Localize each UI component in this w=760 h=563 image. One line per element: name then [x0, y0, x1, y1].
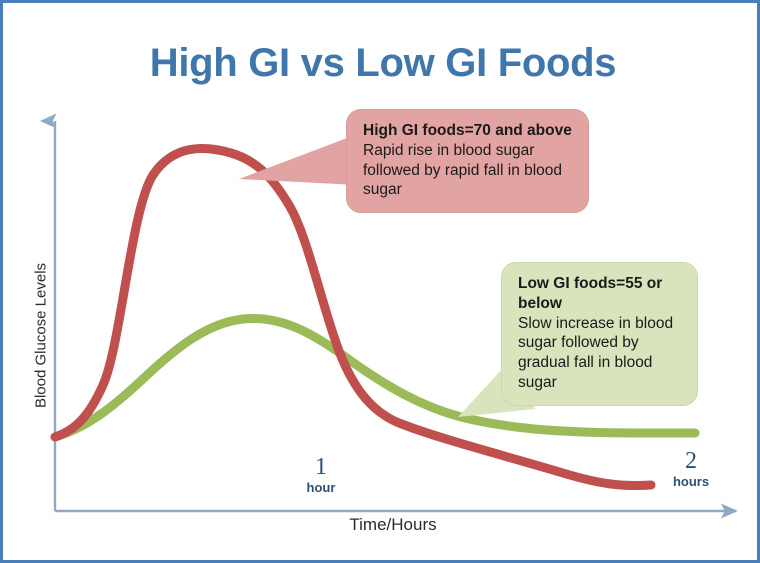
- page-title: High GI vs Low GI Foods: [149, 41, 617, 85]
- low-gi-callout-body: Slow increase in blood sugar followed by…: [518, 314, 674, 392]
- x-tick-2-value: 2: [685, 448, 697, 474]
- y-axis-label: Blood Glucose Levels: [32, 262, 50, 409]
- x-axis-label: Time/Hours: [349, 515, 437, 534]
- high-gi-callout-tail: [239, 135, 357, 185]
- x-tick-2-hours: 2 hours: [651, 448, 731, 490]
- high-gi-callout-headline: High GI foods=70 and above: [363, 122, 572, 139]
- low-gi-callout-headline: Low GI foods=55 or below: [518, 275, 663, 312]
- high-gi-curve: [50, 144, 656, 491]
- x-tick-2-unit: hours: [672, 474, 710, 490]
- high-gi-callout-body: Rapid rise in blood sugar followed by ra…: [363, 141, 563, 199]
- x-tick-1-value: 1: [315, 454, 327, 480]
- x-tick-1-hour: 1 hour: [281, 454, 361, 496]
- low-gi-callout: Low GI foods=55 or below Slow increase i…: [501, 262, 698, 406]
- high-gi-callout: High GI foods=70 and above Rapid rise in…: [346, 109, 589, 214]
- low-gi-curve: [50, 313, 700, 442]
- x-tick-1-unit: hour: [306, 480, 336, 496]
